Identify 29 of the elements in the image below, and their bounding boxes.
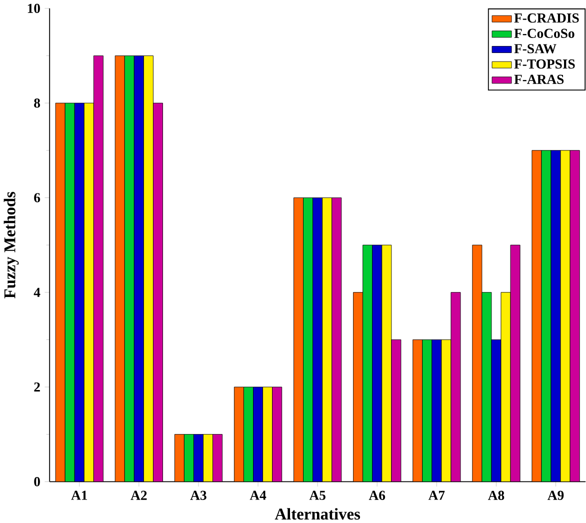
- y-tick-label: 4: [34, 288, 40, 297]
- bar: [74, 102, 84, 482]
- x-tick-label: A5: [309, 490, 326, 500]
- x-tick-label: A8: [488, 490, 504, 500]
- x-tick-label: A6: [368, 490, 386, 500]
- bar: [432, 339, 442, 482]
- x-tick-label: A1: [71, 490, 88, 500]
- x-tick-label: A4: [250, 490, 266, 500]
- bar: [312, 197, 323, 482]
- y-tick-label: 0: [34, 476, 40, 486]
- legend-label: F-CRADIS: [514, 13, 579, 22]
- y-tick-label: 6: [34, 192, 40, 202]
- legend-label: F-ARAS: [514, 74, 564, 84]
- legend-label: F-SAW: [514, 44, 556, 54]
- x-tick-label: A9: [548, 490, 564, 500]
- bar: [372, 244, 382, 482]
- y-tick-label: 2: [34, 382, 40, 392]
- legend-label: F-TOPSIS: [514, 59, 575, 68]
- x-tick-label: A3: [190, 490, 206, 500]
- y-tick-label: 10: [28, 4, 40, 13]
- bar: [253, 386, 264, 482]
- y-axis-title: Fuzzy Methods: [4, 192, 19, 298]
- x-axis-title: Alternatives: [274, 508, 360, 520]
- bar: [193, 434, 204, 482]
- x-tick-label: A2: [130, 490, 147, 500]
- x-tick-label: A7: [428, 490, 445, 500]
- bar: [134, 55, 144, 482]
- legend-label: F-CoCoSo: [514, 28, 574, 38]
- y-tick-label: 8: [34, 98, 40, 108]
